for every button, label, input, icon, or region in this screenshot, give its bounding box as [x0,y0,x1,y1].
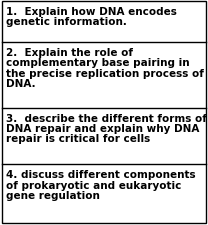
Text: the precise replication process of: the precise replication process of [6,68,204,79]
Text: repair is critical for cells: repair is critical for cells [6,134,150,144]
Text: DNA.: DNA. [6,79,36,89]
Text: DNA repair and explain why DNA: DNA repair and explain why DNA [6,123,199,133]
Text: 4. discuss different components: 4. discuss different components [6,169,196,179]
Text: gene regulation: gene regulation [6,190,100,200]
Text: 1.  Explain how DNA encodes: 1. Explain how DNA encodes [6,7,177,17]
Text: of prokaryotic and eukaryotic: of prokaryotic and eukaryotic [6,180,181,190]
Text: 2.  Explain the role of: 2. Explain the role of [6,48,133,58]
Text: genetic information.: genetic information. [6,17,127,27]
Text: complementary base pairing in: complementary base pairing in [6,58,190,68]
Text: 3.  describe the different forms of: 3. describe the different forms of [6,113,207,123]
